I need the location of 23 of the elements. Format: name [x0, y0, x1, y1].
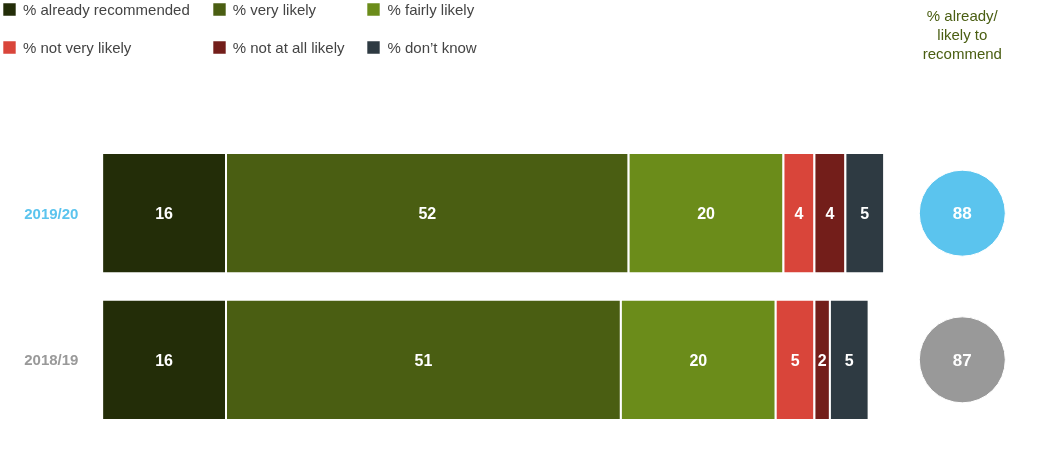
data-label: 20	[689, 351, 708, 369]
legend-label: % don’t know	[387, 38, 477, 56]
data-label: 52	[418, 205, 437, 223]
data-label: 2	[817, 351, 827, 369]
text: 87	[952, 350, 972, 370]
legend-label: % fairly likely	[387, 0, 475, 18]
data-label: 5	[844, 351, 854, 369]
y-tick-label: 2018/19	[24, 351, 79, 369]
data-label: 5	[790, 351, 800, 369]
data-label: 4	[825, 205, 835, 223]
data-label: 16	[155, 351, 174, 369]
legend-label: % already recommended	[23, 0, 190, 18]
legend-label: % very likely	[232, 0, 317, 18]
legend-label: % not very likely	[23, 38, 132, 56]
data-label: 16	[155, 205, 174, 223]
text: 88	[952, 204, 972, 224]
y-tick-label: 2019/20	[24, 204, 79, 222]
data-label: 20	[697, 205, 716, 223]
data-label: 5	[860, 205, 870, 223]
legend-label: % not at all likely	[232, 38, 345, 56]
text: % already/ likely to recommend	[922, 6, 1002, 62]
data-label: 4	[794, 205, 804, 223]
data-label: 51	[414, 351, 433, 369]
